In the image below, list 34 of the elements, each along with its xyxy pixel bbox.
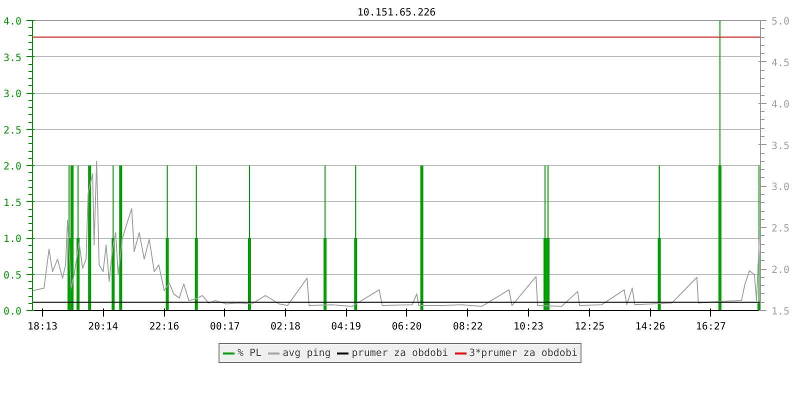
y2-tick-label: 4.0 — [772, 99, 790, 110]
legend-label: 3*prumer za obdobi — [469, 347, 578, 359]
y-tick-label: 1.5 — [3, 198, 22, 209]
y2-tick-label: 1.5 — [772, 306, 790, 318]
y-tick-label: 4.0 — [3, 16, 22, 28]
y2-tick-label: 3.5 — [772, 140, 790, 152]
y2-tick-label: 2.5 — [772, 224, 790, 235]
x-tick-label: 04:19 — [331, 322, 362, 332]
legend-label: prumer za obdobi — [352, 347, 448, 359]
y-tick-label: 3.5 — [3, 52, 22, 64]
y-tick-label: 2.0 — [3, 162, 22, 172]
y2-tick-label: 4.5 — [772, 58, 790, 69]
x-tick-label: 06:20 — [392, 322, 422, 332]
x-tick-label: 00:17 — [210, 322, 240, 332]
x-tick-label: 08:22 — [452, 322, 483, 332]
y-tick-label: 3.0 — [3, 89, 22, 100]
y-tick-label: 0.0 — [3, 306, 22, 318]
legend-label: avg ping — [282, 347, 331, 359]
y2-tick-label: 2.0 — [772, 265, 790, 276]
chart-title: 10.151.65.226 — [357, 8, 436, 18]
x-tick-label: 10:23 — [513, 322, 544, 332]
y2-tick-label: 3.0 — [772, 182, 790, 194]
x-tick-label: 02:18 — [270, 322, 301, 332]
x-tick-label: 16:27 — [696, 322, 726, 332]
legend-label: % PL — [238, 347, 262, 359]
x-tick-label: 22:16 — [149, 322, 180, 332]
y-tick-label: 1.0 — [3, 234, 22, 245]
x-tick-label: 18:13 — [27, 322, 58, 332]
y-tick-label: 2.5 — [3, 125, 22, 136]
x-tick-label: 20:14 — [88, 322, 118, 332]
x-tick-label: 12:25 — [574, 322, 605, 332]
y2-tick-label: 5.0 — [772, 16, 790, 28]
y-tick-label: 0.5 — [3, 270, 22, 282]
x-tick-label: 14:26 — [635, 322, 666, 332]
